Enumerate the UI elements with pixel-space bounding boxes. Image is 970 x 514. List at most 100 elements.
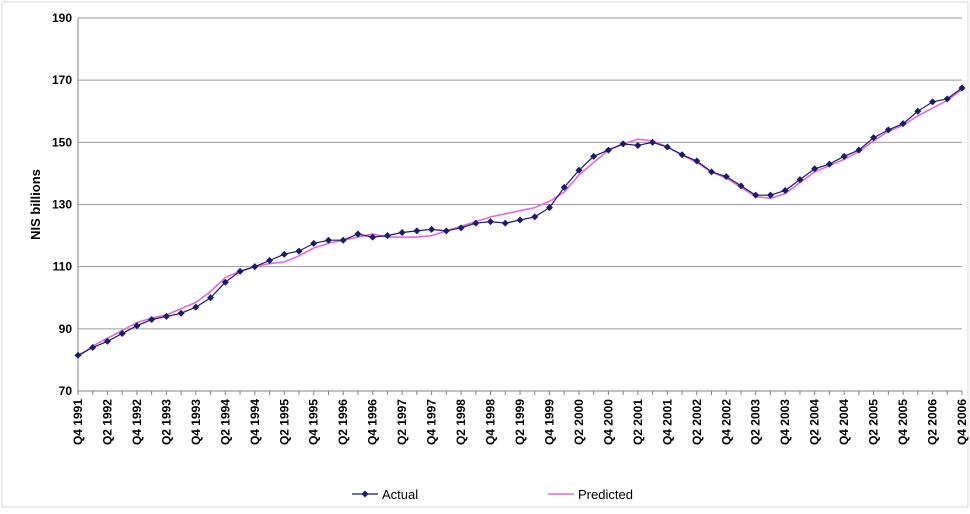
- x-tick-label: Q2 1995: [277, 399, 291, 445]
- data-point-actual: [133, 322, 141, 330]
- data-point-actual: [413, 227, 421, 235]
- axis-layer: 70 90 110 130 150 170 190 Q4 1991 Q2 1992 Q4 1992…: [28, 11, 969, 445]
- data-point-actual: [442, 227, 450, 235]
- x-tick-label: Q2 1992: [100, 399, 114, 445]
- data-point-actual: [766, 191, 774, 199]
- legend-label-actual: Actual: [382, 487, 418, 502]
- data-point-actual: [516, 216, 524, 224]
- y-tick-label: 150: [52, 135, 72, 149]
- data-point-actual: [251, 263, 259, 271]
- data-point-actual: [545, 204, 553, 212]
- x-tick-label: Q4 2000: [601, 399, 615, 445]
- data-point-actual: [825, 160, 833, 168]
- x-tick-label: Q4 2004: [837, 399, 851, 445]
- y-tick-label: 70: [59, 384, 73, 398]
- data-point-actual: [472, 219, 480, 227]
- data-point-actual: [457, 224, 465, 232]
- data-point-actual: [619, 140, 627, 148]
- data-point-actual: [354, 230, 362, 238]
- data-point-actual: [369, 233, 377, 241]
- data-point-actual: [324, 236, 332, 244]
- x-tick-label: Q2 2001: [631, 399, 645, 445]
- series-layer: [74, 84, 966, 359]
- data-point-actual: [722, 173, 730, 181]
- x-tick-label: Q4 1991: [71, 399, 85, 445]
- x-tick-label: Q4 2001: [660, 399, 674, 445]
- data-point-actual: [604, 146, 612, 154]
- x-tick-label: Q2 2006: [926, 399, 940, 445]
- x-tick-label: Q4 1996: [366, 399, 380, 445]
- y-tick-label: 90: [59, 322, 73, 336]
- data-point-actual: [398, 228, 406, 236]
- data-point-actual: [177, 309, 185, 317]
- data-point-actual: [796, 176, 804, 184]
- x-tick-label: Q4 2003: [778, 399, 792, 445]
- data-point-actual: [428, 225, 436, 233]
- x-tick-label: Q2 2003: [749, 399, 763, 445]
- data-point-actual: [531, 213, 539, 221]
- data-point-actual: [236, 267, 244, 275]
- data-point-actual: [162, 312, 170, 320]
- x-tick-label: Q4 1995: [307, 399, 321, 445]
- x-tick-label: Q4 2005: [896, 399, 910, 445]
- data-point-actual: [487, 218, 495, 226]
- data-point-actual: [708, 168, 716, 176]
- data-point-actual: [870, 134, 878, 142]
- data-point-actual: [103, 337, 111, 345]
- legend-marker-actual: [361, 490, 369, 498]
- x-tick-label: Q4 1993: [189, 399, 203, 445]
- data-point-actual: [280, 250, 288, 258]
- x-tick-label: Q4 1997: [425, 399, 439, 445]
- data-point-actual: [855, 146, 863, 154]
- data-point-actual: [501, 219, 509, 227]
- data-point-actual: [752, 191, 760, 199]
- data-point-actual: [339, 236, 347, 244]
- data-point-actual: [663, 143, 671, 151]
- data-point-actual: [943, 95, 951, 103]
- data-point-actual: [560, 183, 568, 191]
- data-point-actual: [74, 351, 82, 359]
- data-point-actual: [811, 165, 819, 173]
- x-tick-label: Q2 1996: [336, 399, 350, 445]
- data-point-actual: [958, 84, 966, 92]
- data-point-actual: [221, 278, 229, 286]
- data-point-actual: [266, 256, 274, 264]
- x-tick-label: Q4 1998: [484, 399, 498, 445]
- data-point-actual: [207, 294, 215, 302]
- data-point-actual: [914, 107, 922, 115]
- data-point-actual: [383, 232, 391, 240]
- data-point-actual: [884, 126, 892, 134]
- data-point-actual: [192, 303, 200, 311]
- x-tick-label: Q2 2005: [867, 399, 881, 445]
- x-tick-label: Q4 1999: [542, 399, 556, 445]
- data-point-actual: [781, 187, 789, 195]
- data-point-actual: [693, 157, 701, 165]
- x-tick-label: Q2 2004: [808, 399, 822, 445]
- data-point-actual: [118, 329, 126, 337]
- data-point-actual: [590, 152, 598, 160]
- x-tick-label: Q2 1993: [159, 399, 173, 445]
- x-tick-label: Q4 1994: [248, 399, 262, 445]
- y-axis-title: NIS billions: [28, 169, 43, 240]
- data-point-actual: [575, 166, 583, 174]
- x-tick-label: Q4 2006: [955, 399, 969, 445]
- x-tick-label: Q2 2002: [690, 399, 704, 445]
- y-tick-label: 170: [52, 73, 72, 87]
- x-tick-label: Q2 1997: [395, 399, 409, 445]
- data-point-actual: [295, 247, 303, 255]
- data-point-actual: [649, 138, 657, 146]
- data-point-actual: [840, 152, 848, 160]
- data-point-actual: [310, 239, 318, 247]
- legend: Actual Predicted: [352, 487, 633, 502]
- x-tick-label: Q2 1994: [218, 399, 232, 445]
- x-tick-label: Q4 2002: [719, 399, 733, 445]
- data-point-actual: [899, 120, 907, 128]
- data-point-actual: [634, 141, 642, 149]
- data-point-actual: [89, 343, 97, 351]
- x-tick-label: Q2 1998: [454, 399, 468, 445]
- y-tick-label: 130: [52, 198, 72, 212]
- x-tick-label: Q2 1999: [513, 399, 527, 445]
